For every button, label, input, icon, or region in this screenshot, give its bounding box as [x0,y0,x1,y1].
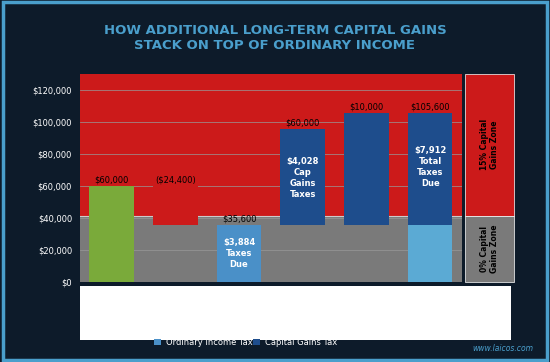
Text: Ordinary Income Tax: Ordinary Income Tax [166,338,253,346]
Bar [80,216,462,282]
Text: 0% Capital
Gains Zone: 0% Capital Gains Zone [480,225,499,273]
Text: 15% Capital
Gains Zone: 15% Capital Gains Zone [480,119,499,171]
Bar [80,74,462,216]
Text: $60,000: $60,000 [285,118,320,127]
Text: ($24,400): ($24,400) [155,175,196,184]
Bar [217,226,261,282]
Text: HOW ADDITIONAL LONG-TERM CAPITAL GAINS
STACK ON TOP OF ORDINARY INCOME: HOW ADDITIONAL LONG-TERM CAPITAL GAINS S… [103,24,447,52]
Bar [344,113,389,226]
Text: $35,600: $35,600 [222,214,256,223]
Text: $60,000: $60,000 [95,175,129,184]
Bar [408,113,453,226]
Text: www.laicos.com: www.laicos.com [472,344,534,353]
Text: 0% Capital
Gains Zone: 0% Capital Gains Zone [480,225,499,273]
Bar [408,226,453,282]
Text: 15% Capital
Gains Zone: 15% Capital Gains Zone [480,119,499,171]
Bar [280,129,325,226]
Text: $4,028
Cap
Gains
Taxes: $4,028 Cap Gains Taxes [287,157,319,199]
Text: $7,912
Total
Taxes
Due: $7,912 Total Taxes Due [414,146,447,188]
Text: $10,000: $10,000 [349,102,383,111]
Text: $3,884
Taxes
Due: $3,884 Taxes Due [223,238,255,269]
Bar [89,186,134,282]
Text: $105,600: $105,600 [410,102,450,111]
Text: Capital Gains Tax: Capital Gains Tax [265,338,337,346]
Bar [153,186,197,226]
